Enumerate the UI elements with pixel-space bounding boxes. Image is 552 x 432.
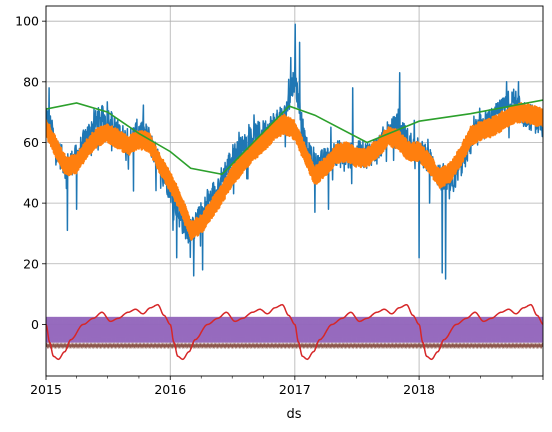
- series-layer: [46, 23, 543, 361]
- x-tick-label: 2016: [154, 382, 186, 397]
- x-tick-label: 2017: [279, 382, 311, 397]
- y-tick-label: 60: [23, 135, 39, 150]
- green-series-line: [46, 99, 543, 176]
- brown-series-line: [46, 342, 543, 350]
- x-tick-label: 2015: [30, 382, 62, 397]
- y-axis-ticks: 0 20 40 60 80 100: [15, 14, 46, 332]
- orange-series-line: [46, 102, 543, 241]
- y-tick-label: 0: [31, 317, 39, 332]
- y-tick-label: 40: [23, 196, 39, 211]
- x-axis-ticks: 2015 2016 2017 2018: [30, 376, 544, 397]
- red-series-line: [46, 303, 543, 361]
- y-tick-label: 20: [23, 256, 39, 271]
- purple-series: [46, 316, 543, 343]
- x-axis-title: ds: [286, 407, 301, 422]
- x-tick-label: 2018: [403, 382, 435, 397]
- y-tick-label: 80: [23, 74, 39, 89]
- y-tick-label: 100: [15, 14, 39, 29]
- purple-series-line: [46, 316, 543, 343]
